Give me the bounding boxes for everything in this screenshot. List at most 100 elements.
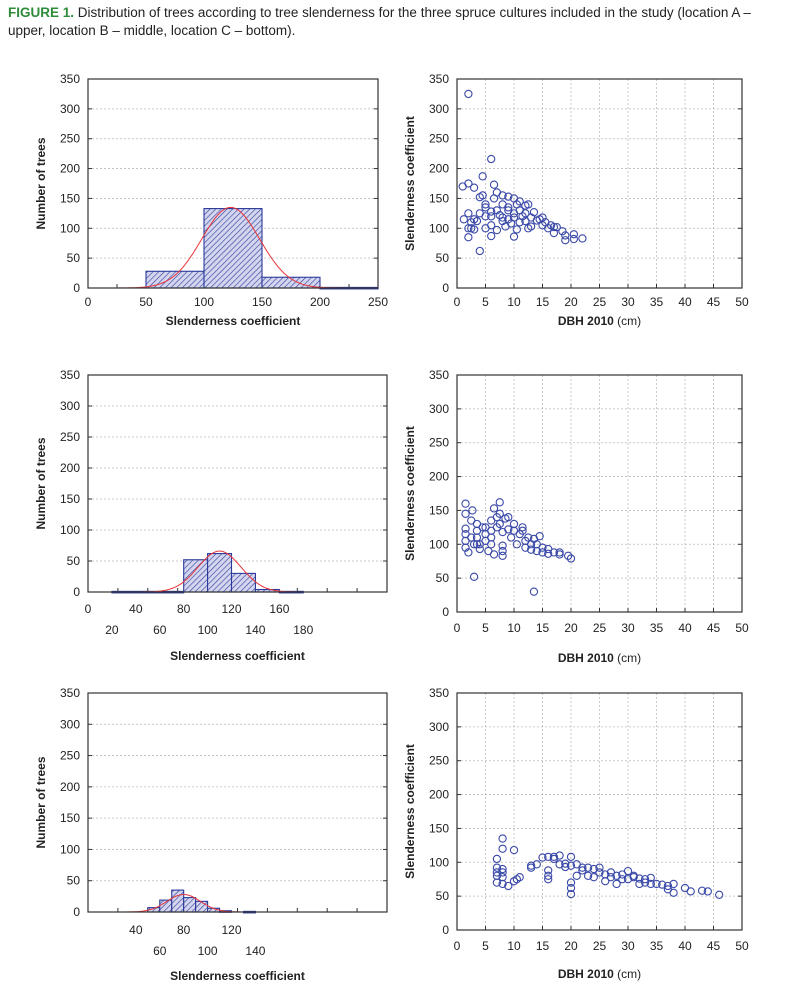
y-tick-label: 50 <box>436 889 450 903</box>
x-tick-label: 40 <box>678 621 692 635</box>
data-point <box>524 200 533 209</box>
x-tick-label: 45 <box>707 295 721 309</box>
data-point <box>475 540 484 549</box>
data-point <box>487 533 496 542</box>
x-tick-label: 15 <box>536 939 550 953</box>
data-point <box>612 879 621 889</box>
data-point <box>481 212 490 221</box>
x-tick-label: 20 <box>564 295 578 309</box>
data-point <box>544 852 553 862</box>
data-point <box>498 213 507 222</box>
y-tick-label: 350 <box>60 72 80 86</box>
x-tick-label: 10 <box>507 939 521 953</box>
data-point <box>561 236 570 245</box>
data-point <box>578 863 587 872</box>
y-tick-label: 250 <box>429 132 449 146</box>
x-tick-label: 50 <box>735 939 749 953</box>
data-point <box>498 834 507 843</box>
data-point <box>544 871 553 880</box>
data-point <box>566 554 576 563</box>
y-axis-label: Slenderness coefficient <box>403 744 417 879</box>
data-point <box>561 231 570 240</box>
data-point <box>669 879 678 889</box>
x-tick-label: 25 <box>593 295 607 309</box>
x-tick-label: 250 <box>368 295 388 309</box>
x-axis-label: DBH 2010 (cm) <box>558 314 641 328</box>
x-axis-label-unit: (cm) <box>614 314 641 328</box>
scatter-c-chart: 0 50 100 150 200 250 300 350 0 5 10 15 20 25 30 35 40 45 5… <box>403 686 749 981</box>
y-tick-label: 350 <box>60 368 80 382</box>
data-point <box>512 225 521 234</box>
hist-b-chart: 0 50 100 150 200 250 300 350 0 40 80 120 160 20 60 100 1… <box>34 368 388 663</box>
plot-frame <box>456 374 743 613</box>
data-point <box>663 881 673 891</box>
x-axis-label-name: DBH 2010 <box>558 967 614 981</box>
y-tick-label: 100 <box>60 523 80 537</box>
x-tick-label: 5 <box>482 295 489 309</box>
hist-a-chart: 0 50 100 150 200 250 300 350 0 50 100 150 200 250 Slen… <box>34 72 388 328</box>
data-point <box>518 212 527 221</box>
data-point <box>478 523 487 532</box>
y-tick-label: 100 <box>60 842 80 856</box>
data-point <box>495 519 504 529</box>
data-point <box>481 200 490 209</box>
data-point <box>595 868 604 877</box>
scatter-b-chart: 0 50 100 150 200 250 300 350 0 5 10 15 20 25 30 35 40 45 5… <box>403 368 749 665</box>
x-tick-label: 120 <box>222 602 242 616</box>
data-point <box>504 881 513 891</box>
y-tick-label: 350 <box>429 686 449 700</box>
x-axis-label: Slenderness coefficient <box>170 969 305 983</box>
y-tick-label: 0 <box>73 905 80 919</box>
x-axis-label: Slenderness coefficient <box>170 649 305 663</box>
y-tick-label: 300 <box>429 402 449 416</box>
x-tick-label: 100 <box>194 295 214 309</box>
x-tick-label: 150 <box>252 295 272 309</box>
y-axis-label: Slenderness coefficient <box>403 426 417 561</box>
data-point <box>646 879 655 889</box>
data-point <box>492 878 502 887</box>
data-point <box>464 224 473 233</box>
x-tick-label: 40 <box>678 295 692 309</box>
data-point <box>544 224 553 233</box>
figure-label: FIGURE 1. <box>8 5 75 20</box>
data-point <box>504 206 513 215</box>
y-axis-label: Number of trees <box>34 137 48 229</box>
x-tick-label: 80 <box>177 602 191 616</box>
data-point <box>461 524 470 533</box>
x-tick-label: 60 <box>153 623 167 637</box>
data-point <box>504 513 513 522</box>
x-tick-label: 15 <box>536 295 550 309</box>
x-tick-label: 0 <box>454 939 461 953</box>
histogram-bar <box>230 572 256 593</box>
y-axis-label: Number of trees <box>34 756 48 848</box>
y-axis-label: Slenderness coefficient <box>403 116 417 251</box>
data-point <box>498 844 507 853</box>
y-tick-label: 0 <box>73 281 80 295</box>
data-point <box>512 540 521 549</box>
histogram-bar <box>195 900 209 913</box>
data-point <box>515 873 524 882</box>
data-point <box>566 883 576 893</box>
x-axis-label: DBH 2010 (cm) <box>558 967 641 981</box>
plot-frame <box>87 692 388 913</box>
data-point <box>481 523 490 532</box>
data-point <box>526 213 536 222</box>
data-point <box>478 191 487 200</box>
y-tick-label: 0 <box>442 923 449 937</box>
y-tick-label: 350 <box>60 686 80 700</box>
plot-frame <box>87 78 379 289</box>
y-tick-label: 50 <box>436 251 450 265</box>
data-point <box>489 550 499 559</box>
data-point <box>544 875 553 884</box>
y-tick-label: 350 <box>429 368 449 382</box>
normal-fit-curve <box>114 206 347 289</box>
data-point <box>583 871 593 880</box>
x-tick-label: 30 <box>621 939 635 953</box>
data-point <box>558 227 567 236</box>
y-tick-label: 100 <box>60 221 80 235</box>
x-tick-label: 30 <box>621 295 635 309</box>
y-tick-label: 250 <box>429 754 449 768</box>
data-point <box>464 233 473 242</box>
data-point <box>652 879 661 889</box>
data-point <box>504 215 513 224</box>
